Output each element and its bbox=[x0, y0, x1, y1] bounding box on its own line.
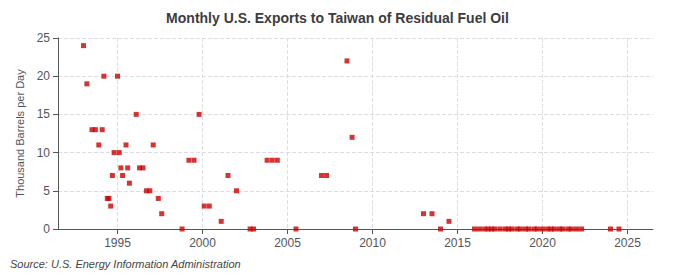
svg-text:2015: 2015 bbox=[444, 236, 471, 250]
svg-text:10: 10 bbox=[37, 146, 51, 160]
svg-text:2020: 2020 bbox=[529, 236, 556, 250]
svg-text:2000: 2000 bbox=[189, 236, 216, 250]
svg-text:0: 0 bbox=[43, 222, 50, 236]
svg-text:1995: 1995 bbox=[104, 236, 131, 250]
svg-text:2005: 2005 bbox=[274, 236, 301, 250]
svg-text:2025: 2025 bbox=[614, 236, 641, 250]
svg-text:Monthly U.S. Exports to Taiwan: Monthly U.S. Exports to Taiwan of Residu… bbox=[166, 10, 509, 26]
svg-text:15: 15 bbox=[37, 107, 51, 121]
svg-text:5: 5 bbox=[43, 184, 50, 198]
svg-text:2010: 2010 bbox=[359, 236, 386, 250]
svg-text:25: 25 bbox=[37, 31, 51, 45]
svg-text:Source: U.S. Energy Informatio: Source: U.S. Energy Information Administ… bbox=[10, 258, 241, 270]
svg-text:Thousand Barrels per Day: Thousand Barrels per Day bbox=[14, 69, 26, 198]
svg-text:20: 20 bbox=[37, 69, 51, 83]
